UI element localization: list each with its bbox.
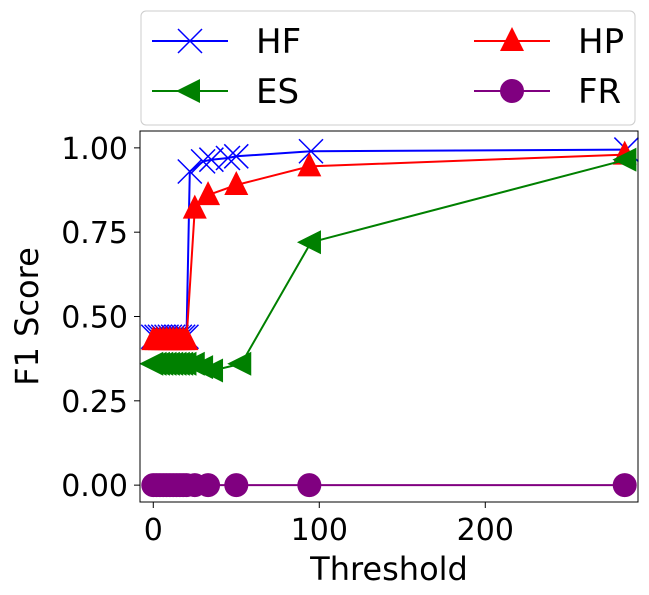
data-point-hf: [177, 158, 203, 185]
plot-area: [139, 137, 639, 498]
data-point-hf: [223, 143, 249, 169]
data-point-es: [199, 358, 224, 383]
y-tick-label: 1.00: [61, 132, 128, 167]
data-point-es: [296, 230, 321, 255]
data-point-hp: [224, 170, 249, 195]
legend-label-es: ES: [256, 72, 299, 112]
data-point-hf: [190, 148, 216, 174]
y-tick-label: 0.00: [61, 469, 128, 504]
data-point-hp: [196, 181, 221, 206]
series-es: [139, 147, 637, 383]
y-axis-label: F1 Score: [8, 247, 46, 386]
data-point-fr: [612, 473, 637, 498]
series-line-hp: [153, 153, 625, 342]
legend-marker-es: [176, 79, 200, 103]
data-point-hf: [215, 145, 241, 171]
series-hp: [141, 140, 637, 351]
data-point-es: [612, 147, 637, 172]
legend-label-fr: FR: [578, 72, 621, 112]
x-tick-label: 0: [144, 513, 163, 548]
data-point-hp: [297, 152, 322, 177]
x-axis-label: Threshold: [309, 550, 468, 588]
data-point-hp: [174, 326, 199, 351]
legend-item-hp: HP: [474, 22, 624, 62]
data-point-fr: [224, 473, 249, 498]
series-hf: [140, 137, 639, 350]
data-point-hf: [198, 147, 224, 173]
axes: 0 100 200 0.00 0.25 0.50 0.75 1.00: [61, 130, 639, 548]
series-line-es: [153, 158, 627, 372]
legend-marker-hp: [500, 27, 524, 51]
legend-label-hp: HP: [578, 22, 624, 62]
data-point-fr: [297, 473, 322, 498]
legend: HF HP ES FR: [140, 10, 636, 126]
legend-item-hf: HF: [152, 22, 301, 62]
axes-frame: [139, 130, 639, 503]
series-fr: [141, 473, 637, 498]
legend-label-hf: HF: [256, 22, 301, 62]
legend-box: [140, 10, 636, 126]
data-point-hf: [298, 138, 324, 164]
y-tick-label: 0.25: [61, 385, 128, 420]
data-point-fr: [196, 473, 221, 498]
legend-item-es: ES: [152, 72, 299, 112]
y-tick-label: 0.75: [61, 216, 128, 251]
data-point-hp: [182, 194, 207, 219]
legend-marker-fr: [500, 79, 524, 103]
x-tick-label: 100: [291, 513, 348, 548]
legend-marker-hf: [177, 28, 203, 54]
legend-item-fr: FR: [474, 72, 621, 112]
y-tick-label: 0.50: [61, 301, 128, 336]
data-point-es: [227, 351, 252, 376]
x-tick-label: 200: [457, 513, 514, 548]
